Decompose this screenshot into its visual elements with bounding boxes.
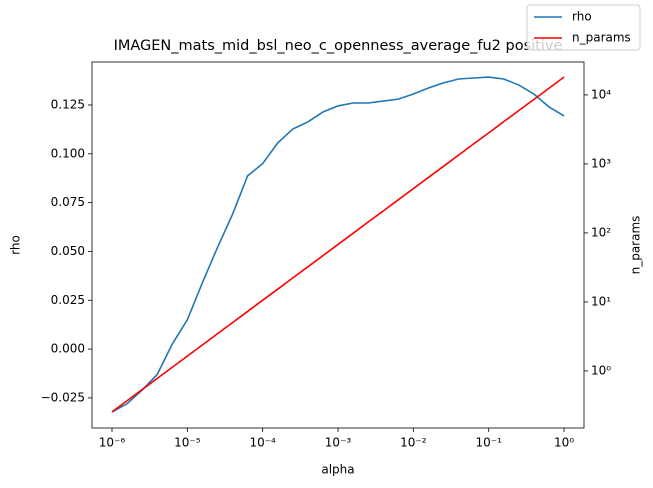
y2-tick-label: 10³ bbox=[591, 156, 611, 170]
x-tick-label: 10⁻³ bbox=[325, 436, 352, 450]
y2-tick-label: 10¹ bbox=[591, 294, 611, 308]
series-line bbox=[111, 76, 565, 413]
y-tick-label: 0.050 bbox=[51, 244, 85, 258]
x-axis-label: alpha bbox=[321, 463, 354, 477]
chart-title: IMAGEN_mats_mid_bsl_neo_c_openness_avera… bbox=[114, 38, 563, 54]
y-tick-label: 0.000 bbox=[51, 342, 85, 356]
y2-tick-label: 10² bbox=[591, 225, 611, 239]
y-tick-label: 0.125 bbox=[51, 97, 85, 111]
y2-tick-label: 10⁰ bbox=[591, 363, 611, 377]
legend-label: n_params bbox=[572, 31, 631, 45]
y2-tick-label: 10⁴ bbox=[591, 87, 611, 101]
x-tick-label: 10⁻⁴ bbox=[249, 436, 276, 450]
y2-axis-label: n_params bbox=[629, 216, 643, 275]
series-line bbox=[111, 76, 565, 413]
y-axis-label: rho bbox=[9, 235, 23, 255]
y-tick-label: 0.075 bbox=[51, 195, 85, 209]
y-tick-label: −0.025 bbox=[41, 390, 85, 404]
x-tick-label: 10⁻² bbox=[400, 436, 427, 450]
x-tick-label: 10⁻⁶ bbox=[99, 436, 126, 450]
legend-label: rho bbox=[572, 10, 592, 24]
y-tick-label: 0.025 bbox=[51, 293, 85, 307]
x-tick-label: 10⁻¹ bbox=[475, 436, 502, 450]
y-tick-label: 0.100 bbox=[51, 146, 85, 160]
x-tick-label: 10⁰ bbox=[554, 436, 574, 450]
x-tick-label: 10⁻⁵ bbox=[174, 436, 201, 450]
